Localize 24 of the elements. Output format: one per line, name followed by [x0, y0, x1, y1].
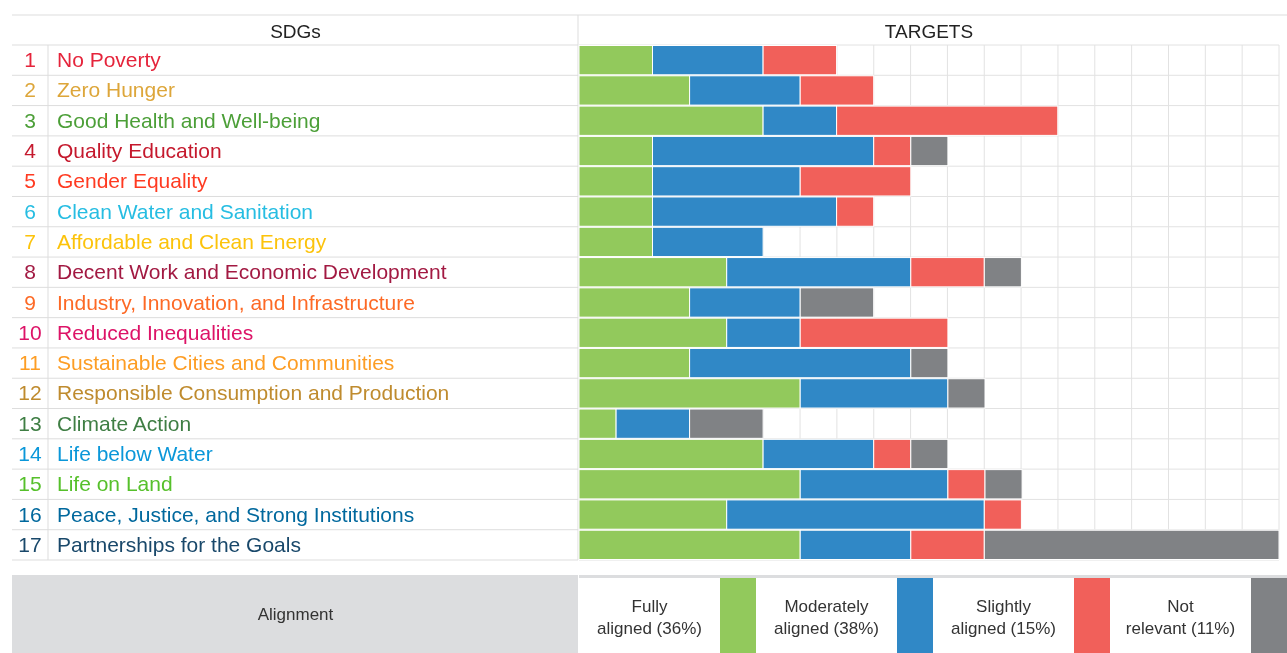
x-axis-title: TARGETS [884, 21, 974, 42]
y-tick-label: 5 Gender Equality [24, 169, 209, 193]
y-tick-label: 17 Partnerships for the Goals [18, 532, 301, 556]
y-tick-label: 2 Zero Hunger [24, 78, 175, 102]
text: Moderately aligned (38%) [774, 597, 879, 638]
y-tick-label: 8 Decent Work and Economic Development [24, 260, 447, 284]
y-tick-label: 9 Industry, Innovation, and Infrastructure [24, 290, 415, 314]
legend-title: Alignment [257, 605, 334, 624]
y-tick-label: 10 Reduced Inequalities [18, 320, 254, 344]
y-tick-label: 12 Responsible Consumption and Production [18, 381, 450, 405]
text: Fully aligned (36%) [597, 597, 702, 638]
y-tick-label: 6 Clean Water and Sanitation [24, 199, 314, 223]
y-tick-label: 7 Affordable and Clean Energy [24, 229, 327, 253]
y-tick-label: 4 Quality Education [24, 139, 222, 163]
y-tick-label: 1 No Poverty [24, 48, 162, 72]
y-tick-label: 11 Sustainable Cities and Communities [19, 351, 395, 375]
y-tick-label: 16 Peace, Justice, and Strong Institutions [18, 502, 415, 526]
text: Slightly aligned (15%) [951, 597, 1056, 638]
text: Not relevant (11%) [1125, 597, 1236, 638]
y-axis-title: SDGs [270, 21, 321, 42]
y-tick-label: 14 Life below Water [18, 441, 213, 465]
y-tick-label: 15 Life on Land [18, 472, 173, 496]
y-tick-label: 13 Climate Action [18, 411, 192, 435]
y-tick-label: 3 Good Health and Well-being [24, 108, 321, 132]
